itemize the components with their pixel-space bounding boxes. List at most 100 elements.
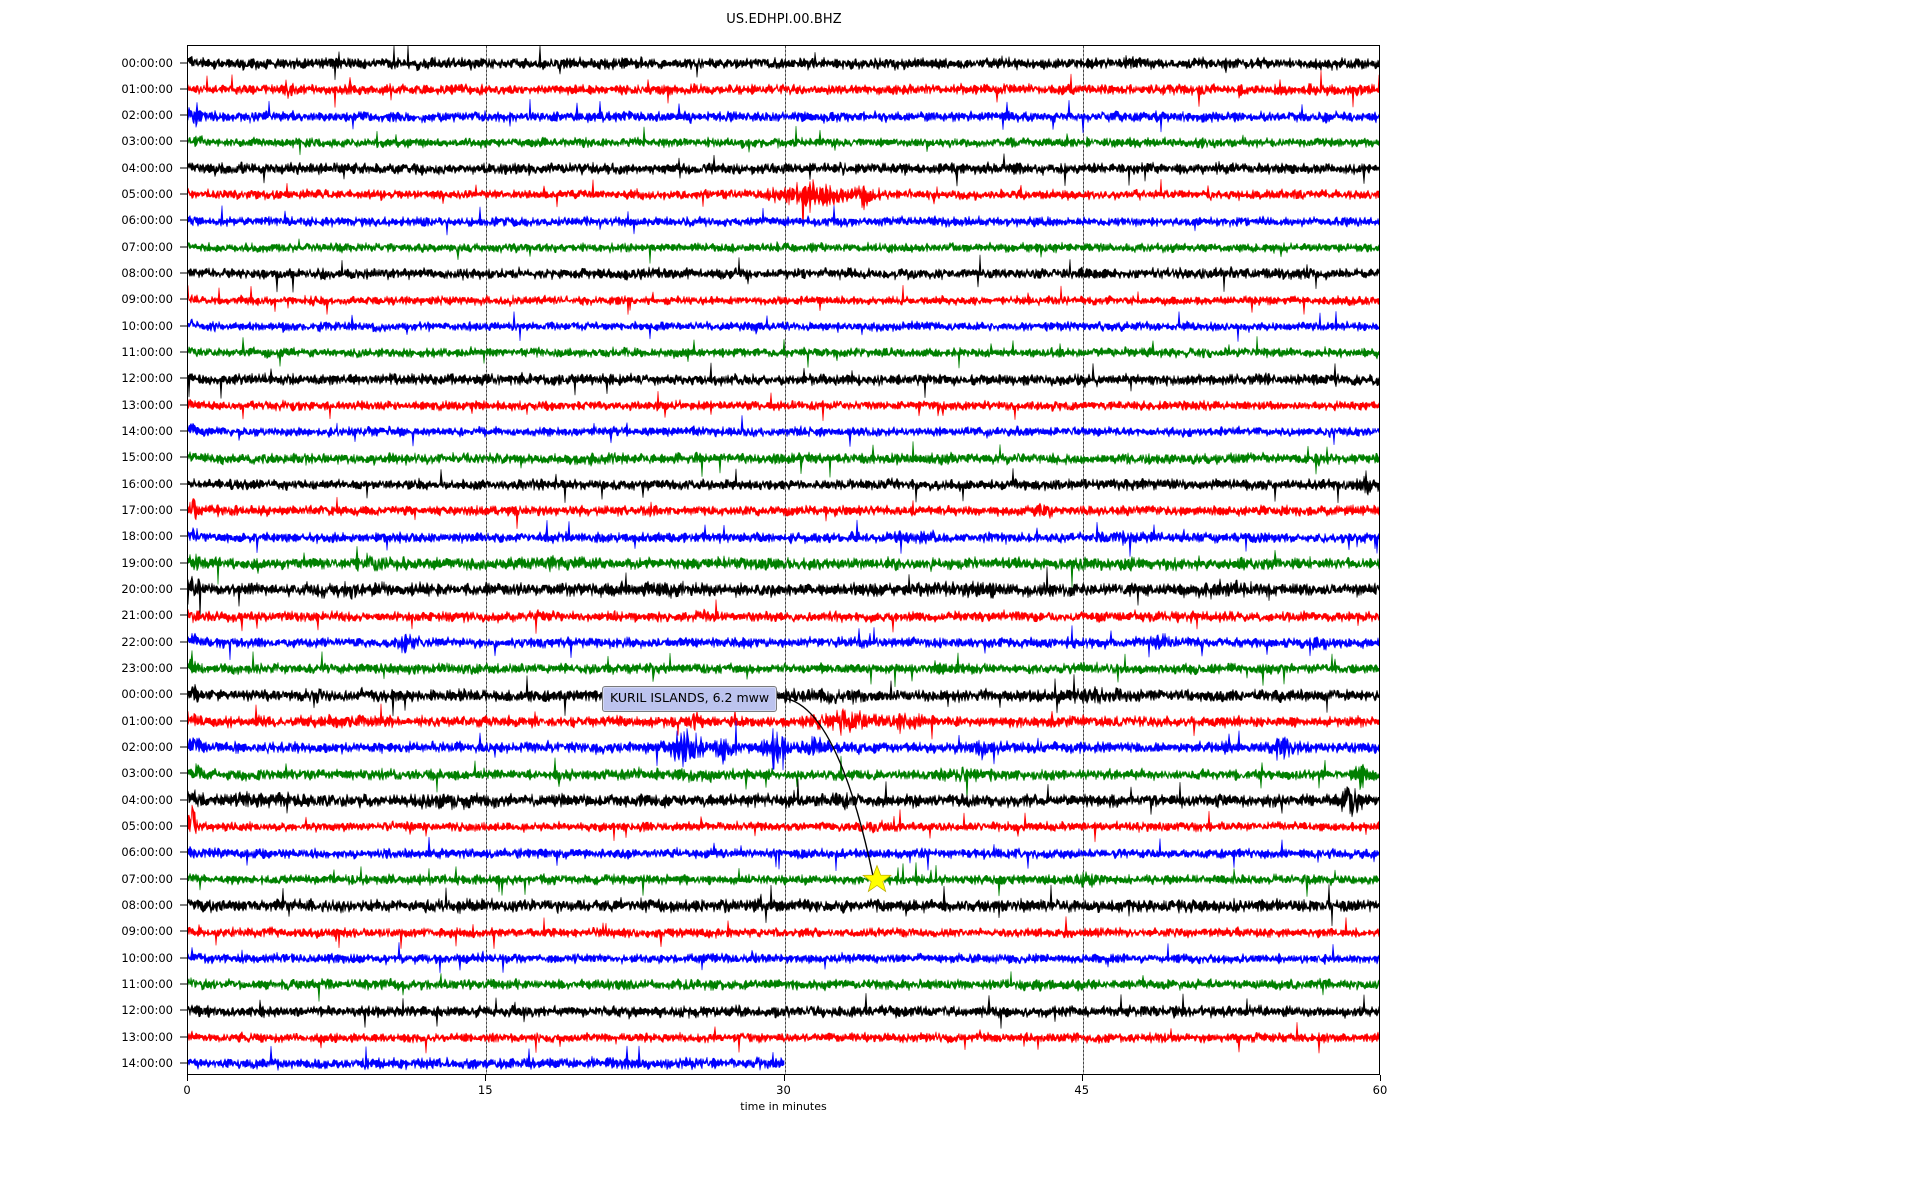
y-axis-tick-label-9: 09:00:00	[121, 292, 173, 307]
trace-row-20-00-00-20	[188, 566, 1379, 618]
y-axis-tick-25	[180, 720, 187, 722]
y-axis-tick-18	[180, 535, 187, 537]
x-axis-tick-60	[1380, 1075, 1381, 1081]
y-axis-tick-label-24: 00:00:00	[121, 687, 173, 702]
x-axis-tick-label-15: 15	[477, 1083, 493, 1097]
y-axis-tick-label-7: 07:00:00	[121, 239, 173, 254]
trace-row-13-00-00-13	[188, 391, 1379, 422]
y-axis-tick-20	[180, 588, 187, 590]
trace-row-21-00-00-21	[188, 599, 1379, 634]
y-axis-tick-35	[180, 983, 187, 985]
y-axis-tick-37	[180, 1036, 187, 1038]
x-axis-tick-30	[783, 1075, 785, 1081]
y-axis-tick-label-4: 04:00:00	[121, 160, 173, 175]
trace-row-23-00-00-23	[188, 650, 1379, 688]
y-axis-tick-label-22: 22:00:00	[121, 634, 173, 649]
y-axis-tick-label-5: 05:00:00	[121, 187, 173, 202]
trace-row-06-00-00-30	[188, 836, 1379, 871]
y-axis-tick-8	[180, 272, 187, 274]
trace-row-05-00-00-5	[188, 179, 1379, 223]
trace-row-10-00-00-10	[188, 311, 1379, 342]
y-axis-tick-label-33: 09:00:00	[121, 924, 173, 939]
trace-row-09-00-00-9	[188, 284, 1379, 315]
y-axis-tick-30	[180, 851, 187, 853]
y-axis-tick-4	[180, 167, 187, 169]
trace-row-02-00-00-2	[188, 98, 1379, 133]
y-axis-tick-label-0: 00:00:00	[121, 55, 173, 70]
y-axis-tick-label-1: 01:00:00	[121, 81, 173, 96]
trace-row-08-00-00-32	[188, 884, 1379, 927]
y-axis-tick-label-30: 06:00:00	[121, 845, 173, 860]
y-axis-tick-22	[180, 641, 187, 643]
y-axis-tick-label-37: 13:00:00	[121, 1029, 173, 1044]
trace-row-00-00-00-0	[188, 46, 1379, 80]
trace-row-09-00-00-33	[188, 915, 1379, 949]
trace-row-17-00-00-17	[188, 497, 1379, 530]
trace-row-13-00-00-37	[188, 1022, 1379, 1054]
trace-row-18-00-00-18	[188, 519, 1379, 557]
y-axis-tick-5	[180, 193, 187, 195]
y-axis-tick-label-21: 21:00:00	[121, 608, 173, 623]
x-axis-tick-label-0: 0	[183, 1083, 191, 1097]
trace-row-11-00-00-35	[188, 971, 1379, 1003]
y-axis-tick-label-16: 16:00:00	[121, 476, 173, 491]
trace-row-15-00-00-15	[188, 441, 1379, 478]
y-axis-tick-label-18: 18:00:00	[121, 529, 173, 544]
trace-row-14-00-00-38	[188, 1046, 785, 1072]
event-star-marker[interactable]	[862, 864, 892, 894]
y-axis-tick-33	[180, 930, 187, 932]
trace-row-04-00-00-4	[188, 153, 1379, 187]
event-annotation-label[interactable]: KURIL ISLANDS, 6.2 mww	[602, 686, 778, 712]
trace-row-03-00-00-27	[188, 755, 1379, 801]
y-axis-tick-label-19: 19:00:00	[121, 555, 173, 570]
y-axis-tick-38	[180, 1062, 187, 1064]
y-axis-tick-label-32: 08:00:00	[121, 898, 173, 913]
y-axis-tick-14	[180, 430, 187, 432]
y-axis-tick-28	[180, 799, 187, 801]
y-axis-tick-7	[180, 246, 187, 248]
y-axis-tick-31	[180, 878, 187, 880]
trace-row-16-00-00-16	[188, 468, 1379, 504]
trace-container	[188, 46, 1379, 1074]
y-axis-tick-0	[180, 62, 187, 63]
y-axis-tick-29	[180, 825, 187, 827]
trace-row-05-00-00-29	[188, 805, 1379, 843]
y-axis-tick-9	[180, 298, 187, 300]
y-axis-tick-label-31: 07:00:00	[121, 871, 173, 886]
y-axis-tick-26	[180, 746, 187, 748]
y-axis-tick-label-8: 08:00:00	[121, 266, 173, 281]
y-axis-tick-label-25: 01:00:00	[121, 713, 173, 728]
y-axis-tick-13	[180, 404, 187, 406]
y-axis-tick-label-36: 12:00:00	[121, 1003, 173, 1018]
y-axis-tick-label-38: 14:00:00	[121, 1056, 173, 1070]
x-axis-tick-45	[1081, 1075, 1083, 1081]
y-axis-tick-label-17: 17:00:00	[121, 503, 173, 518]
y-axis-tick-label-26: 02:00:00	[121, 740, 173, 755]
y-axis-tick-label-34: 10:00:00	[121, 950, 173, 965]
trace-row-06-00-00-6	[188, 205, 1379, 236]
x-axis-labels: 0 15 30 45 60	[183, 1075, 1387, 1115]
y-axis-tick-23	[180, 667, 187, 669]
trace-row-08-00-00-8	[188, 255, 1379, 293]
y-axis-tick-label-10: 10:00:00	[121, 318, 173, 333]
y-axis-tick-label-20: 20:00:00	[121, 582, 173, 597]
y-axis-tick-label-27: 03:00:00	[121, 766, 173, 781]
trace-row-12-00-00-12	[188, 362, 1379, 399]
y-axis-tick-16	[180, 483, 187, 485]
trace-row-14-00-00-14	[188, 415, 1379, 448]
y-axis-tick-24	[180, 693, 187, 695]
y-axis-tick-34	[180, 957, 187, 959]
trace-row-07-00-00-31	[188, 862, 1379, 897]
y-axis-tick-label-13: 13:00:00	[121, 397, 173, 412]
x-axis-tick-label-45: 45	[1074, 1083, 1090, 1097]
y-axis-tick-label-35: 11:00:00	[121, 977, 173, 991]
trace-row-10-00-00-34	[188, 942, 1379, 974]
trace-row-22-00-00-22	[188, 625, 1379, 661]
trace-row-11-00-00-11	[188, 336, 1379, 369]
y-axis-tick-32	[180, 904, 187, 906]
x-axis-tick-label-60: 60	[1372, 1083, 1388, 1097]
trace-row-12-00-00-36	[188, 992, 1379, 1029]
trace-row-00-00-00-24	[188, 673, 1379, 716]
x-axis-title: time in minutes	[740, 1100, 827, 1113]
